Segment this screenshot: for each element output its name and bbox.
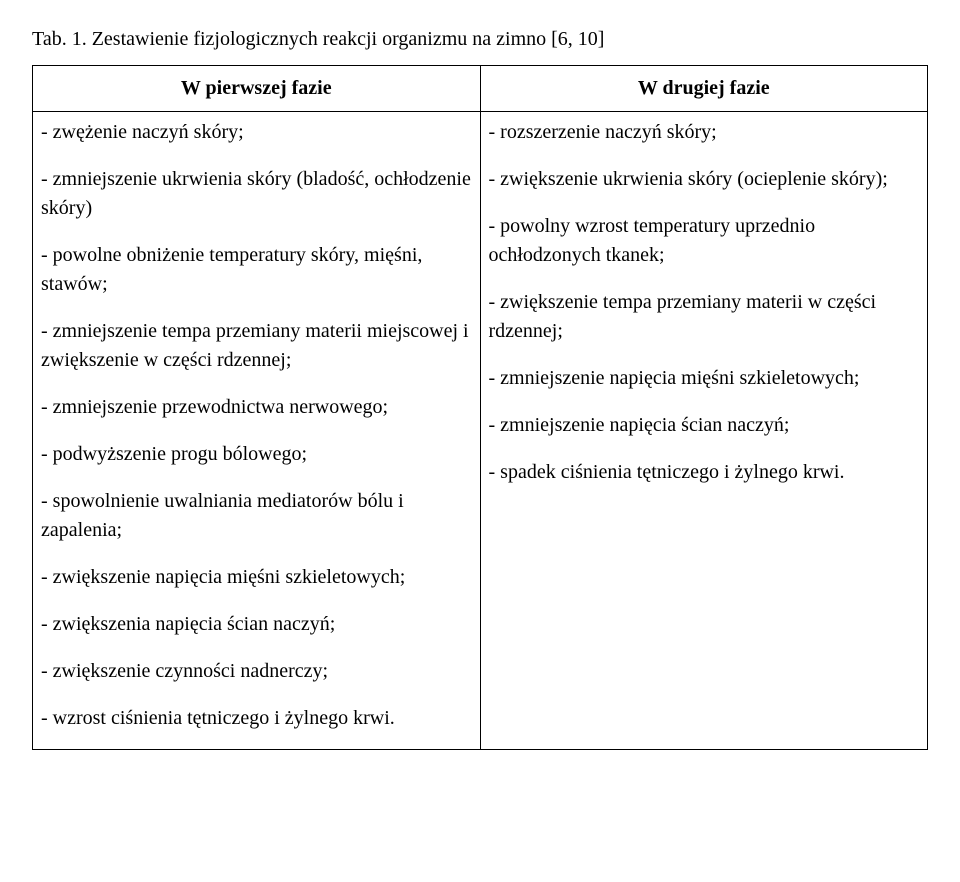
- list-item: - zmniejszenie tempa przemiany materii m…: [41, 317, 472, 375]
- list-item: - powolny wzrost temperatury uprzednio o…: [489, 212, 920, 270]
- header-left: W pierwszej fazie: [33, 66, 481, 112]
- list-item: - zmniejszenie napięcia mięśni szkieleto…: [489, 364, 920, 393]
- cell-right: - rozszerzenie naczyń skóry; - zwiększen…: [480, 112, 928, 750]
- physio-reactions-table: W pierwszej fazie W drugiej fazie - zwęż…: [32, 65, 928, 750]
- list-item: - zmniejszenie przewodnictwa nerwowego;: [41, 393, 472, 422]
- header-right: W drugiej fazie: [480, 66, 928, 112]
- list-item: - zwiększenie ukrwienia skóry (ociepleni…: [489, 165, 920, 194]
- header-right-text: W drugiej fazie: [638, 77, 770, 99]
- page: Tab. 1. Zestawienie fizjologicznych reak…: [0, 0, 960, 790]
- list-item: - zwiększenie tempa przemiany materii w …: [489, 288, 920, 346]
- list-item: - spowolnienie uwalniania mediatorów ból…: [41, 487, 472, 545]
- list-item: - podwyższenie progu bólowego;: [41, 440, 472, 469]
- list-item: - spadek ciśnienia tętniczego i żylnego …: [489, 458, 920, 487]
- right-items: - rozszerzenie naczyń skóry; - zwiększen…: [489, 118, 920, 487]
- list-item: - zmniejszenie ukrwienia skóry (bladość,…: [41, 165, 472, 223]
- list-item: - zwiększenia napięcia ścian naczyń;: [41, 610, 472, 639]
- list-item: - zwężenie naczyń skóry;: [41, 118, 472, 147]
- list-item: - zwiększenie napięcia mięśni szkieletow…: [41, 563, 472, 592]
- table-caption: Tab. 1. Zestawienie fizjologicznych reak…: [32, 28, 928, 51]
- list-item: - wzrost ciśnienia tętniczego i żylnego …: [41, 704, 472, 733]
- table-header-row: W pierwszej fazie W drugiej fazie: [33, 66, 928, 112]
- left-items: - zwężenie naczyń skóry; - zmniejszenie …: [41, 118, 472, 733]
- list-item: - zwiększenie czynności nadnerczy;: [41, 657, 472, 686]
- header-left-text: W pierwszej fazie: [181, 77, 332, 99]
- list-item: - rozszerzenie naczyń skóry;: [489, 118, 920, 147]
- list-item: - zmniejszenie napięcia ścian naczyń;: [489, 411, 920, 440]
- table-body-row: - zwężenie naczyń skóry; - zmniejszenie …: [33, 112, 928, 750]
- list-item: - powolne obniżenie temperatury skóry, m…: [41, 241, 472, 299]
- cell-left: - zwężenie naczyń skóry; - zmniejszenie …: [33, 112, 481, 750]
